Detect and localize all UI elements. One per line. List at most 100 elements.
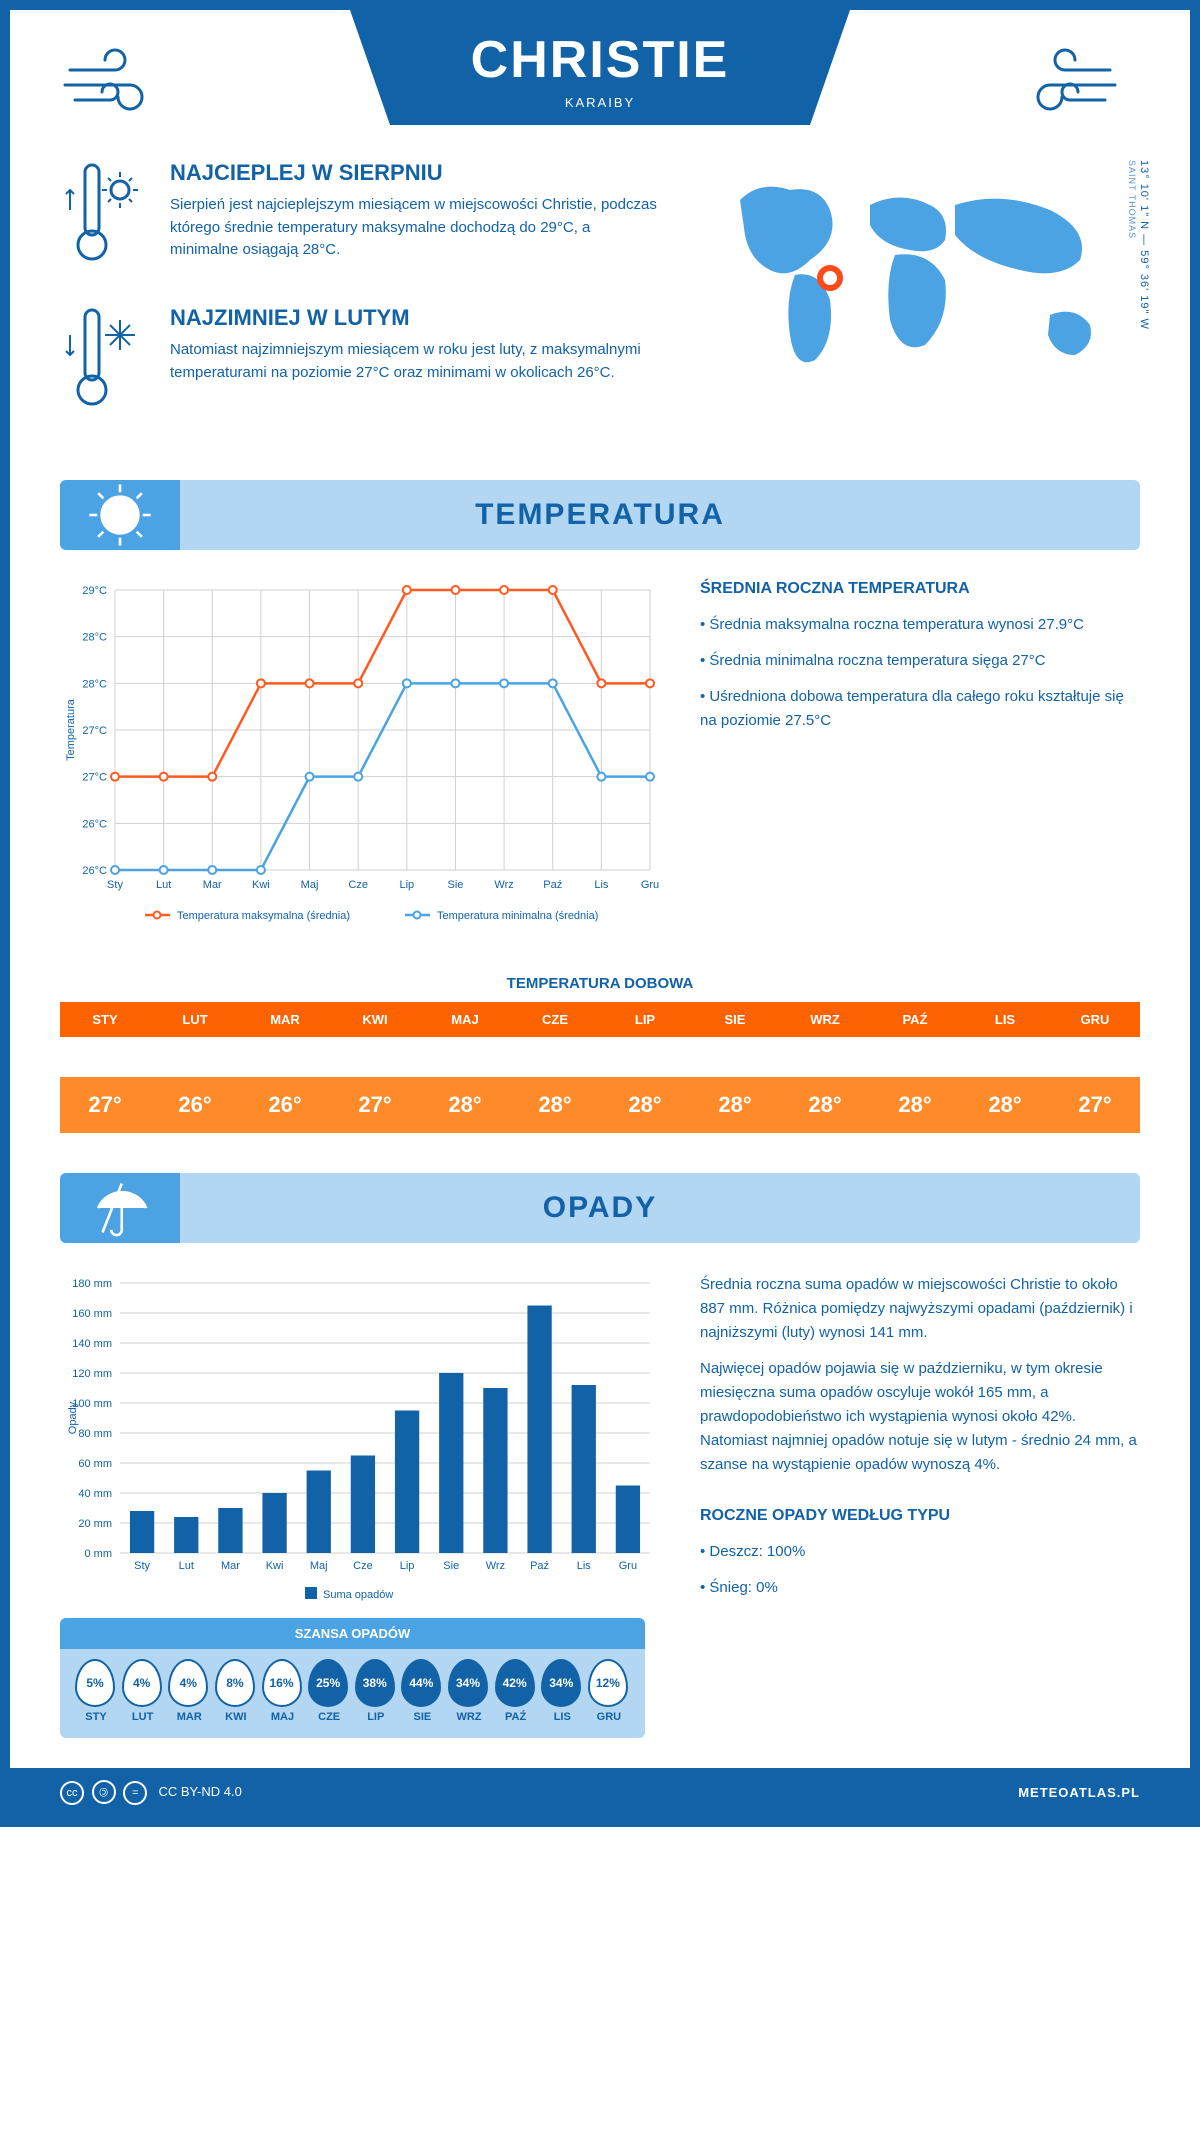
site-name: METEOATLAS.PL (1018, 1785, 1140, 1800)
temperature-line-chart: 26°C26°C27°C27°C28°C28°C29°CStyLutMarKwi… (60, 580, 660, 945)
wind-icon-right (1020, 10, 1140, 130)
daily-temp-value: 28° (960, 1077, 1050, 1133)
svg-text:27°C: 27°C (82, 725, 107, 737)
month-header: SIE (690, 1002, 780, 1037)
license: cc 🄯 = CC BY-ND 4.0 (60, 1780, 242, 1805)
svg-text:140 mm: 140 mm (72, 1338, 112, 1350)
header: CHRISTIE KARAIBY (10, 10, 1190, 160)
footer: cc 🄯 = CC BY-ND 4.0 METEOATLAS.PL (10, 1768, 1190, 1817)
svg-text:28°C: 28°C (82, 678, 107, 690)
fact-coldest-title: NAJZIMNIEJ W LUTYM (170, 305, 660, 331)
fact-warmest: NAJCIEPLEJ W SIERPNIU Sierpień jest najc… (60, 160, 660, 275)
rain-chance-drop: 44%SIE (401, 1659, 443, 1723)
rain-chance-drop: 34%LIS (541, 1659, 583, 1723)
month-header: PAŹ (870, 1002, 960, 1037)
svg-text:Sie: Sie (443, 1560, 459, 1572)
daily-temp-value: 27° (1050, 1077, 1140, 1133)
svg-text:Lis: Lis (577, 1560, 592, 1572)
svg-text:40 mm: 40 mm (78, 1488, 112, 1500)
page-title: CHRISTIE (430, 30, 770, 90)
coordinates: 13° 10' 1" N — 59° 36' 19" W SAINT THOMA… (1126, 160, 1150, 330)
svg-text:Temperatura maksymalna (średni: Temperatura maksymalna (średnia) (177, 910, 350, 922)
svg-text:Mar: Mar (203, 879, 222, 891)
rain-chance-drop: 34%WRZ (448, 1659, 490, 1723)
cc-icon: cc (60, 1781, 84, 1805)
daily-temp-value: 27° (60, 1077, 150, 1133)
daily-temp-value: 28° (690, 1077, 780, 1133)
rain-chance-drop: 42%PAŹ (495, 1659, 537, 1723)
intro-row: NAJCIEPLEJ W SIERPNIU Sierpień jest najc… (10, 160, 1190, 480)
thermometer-cold-icon (60, 305, 150, 420)
svg-text:Maj: Maj (301, 879, 319, 891)
svg-text:Temperatura minimalna (średnia: Temperatura minimalna (średnia) (437, 910, 598, 922)
rain-chance-drop: 4%LUT (122, 1659, 164, 1723)
daily-temp-value: 26° (240, 1077, 330, 1133)
daily-temp-header-row: STYLUTMARKWIMAJCZELIPSIEWRZPAŹLISGRU (60, 1002, 1140, 1037)
svg-text:27°C: 27°C (82, 772, 107, 784)
month-header: KWI (330, 1002, 420, 1037)
precip-p1: Średnia roczna suma opadów w miejscowośc… (700, 1273, 1140, 1345)
daily-temp-value: 28° (420, 1077, 510, 1133)
month-header: STY (60, 1002, 150, 1037)
precip-type-heading: ROCZNE OPADY WEDŁUG TYPU (700, 1507, 1140, 1525)
svg-text:Sty: Sty (107, 879, 123, 891)
temp-bullet: Średnia minimalna roczna temperatura się… (700, 649, 1140, 673)
month-header: LIP (600, 1002, 690, 1037)
precip-bar-chart: 0 mm20 mm40 mm60 mm80 mm100 mm120 mm140 … (60, 1273, 660, 1618)
month-header: WRZ (780, 1002, 870, 1037)
svg-text:160 mm: 160 mm (72, 1308, 112, 1320)
svg-text:60 mm: 60 mm (78, 1458, 112, 1470)
temp-summary-heading: ŚREDNIA ROCZNA TEMPERATURA (700, 580, 1140, 598)
by-icon: 🄯 (92, 1780, 116, 1804)
daily-temp-value: 26° (150, 1077, 240, 1133)
svg-text:Gru: Gru (619, 1560, 637, 1572)
temp-bullet: Średnia maksymalna roczna temperatura wy… (700, 613, 1140, 637)
month-header: CZE (510, 1002, 600, 1037)
rain-chance-drop: 25%CZE (308, 1659, 350, 1723)
svg-text:26°C: 26°C (82, 865, 107, 877)
fact-coldest-text: Natomiast najzimniejszym miesiącem w rok… (170, 339, 660, 384)
thermometer-hot-icon (60, 160, 150, 275)
daily-temp-value: 28° (780, 1077, 870, 1133)
nd-icon: = (123, 1781, 147, 1805)
fact-coldest: NAJZIMNIEJ W LUTYM Natomiast najzimniejs… (60, 305, 660, 420)
svg-text:Lut: Lut (156, 879, 171, 891)
svg-text:Wrz: Wrz (494, 879, 513, 891)
section-banner-temperature: TEMPERATURA (60, 480, 1140, 550)
precip-type-item: Śnieg: 0% (700, 1576, 1140, 1600)
umbrella-icon (60, 1173, 180, 1243)
rain-chance-drop: 4%MAR (168, 1659, 210, 1723)
temperature-summary: ŚREDNIA ROCZNA TEMPERATURA Średnia maksy… (700, 580, 1140, 945)
svg-text:120 mm: 120 mm (72, 1368, 112, 1380)
svg-text:Cze: Cze (348, 879, 368, 891)
rain-chance-drop: 8%KWI (215, 1659, 257, 1723)
svg-text:28°C: 28°C (82, 632, 107, 644)
svg-text:Maj: Maj (310, 1560, 328, 1572)
sun-icon (60, 480, 180, 550)
svg-text:20 mm: 20 mm (78, 1518, 112, 1530)
svg-text:Sty: Sty (134, 1560, 150, 1572)
rain-chance-drop: 12%GRU (588, 1659, 630, 1723)
precip-summary: Średnia roczna suma opadów w miejscowośc… (700, 1273, 1140, 1738)
svg-text:Gru: Gru (641, 879, 659, 891)
svg-text:Cze: Cze (353, 1560, 373, 1572)
svg-text:Lip: Lip (400, 1560, 415, 1572)
svg-text:180 mm: 180 mm (72, 1278, 112, 1290)
daily-temp-value-row: 27°26°26°27°28°28°28°28°28°28°28°27° (60, 1077, 1140, 1133)
rain-chance-drop: 38%LIP (355, 1659, 397, 1723)
svg-text:Temperatura: Temperatura (65, 698, 77, 761)
svg-text:Kwi: Kwi (266, 1560, 284, 1572)
svg-text:Mar: Mar (221, 1560, 240, 1572)
daily-temp-value: 28° (870, 1077, 960, 1133)
month-header: MAR (240, 1002, 330, 1037)
temp-bullet: Uśredniona dobowa temperatura dla całego… (700, 685, 1140, 733)
svg-text:Wrz: Wrz (486, 1560, 505, 1572)
daily-temp-value: 28° (510, 1077, 600, 1133)
precip-type-item: Deszcz: 100% (700, 1540, 1140, 1564)
svg-text:Lis: Lis (594, 879, 609, 891)
world-map: 13° 10' 1" N — 59° 36' 19" W SAINT THOMA… (700, 160, 1140, 450)
fact-warmest-title: NAJCIEPLEJ W SIERPNIU (170, 160, 660, 186)
svg-text:Kwi: Kwi (252, 879, 270, 891)
precip-p2: Najwięcej opadów pojawia się w październ… (700, 1357, 1140, 1477)
svg-text:Sie: Sie (448, 879, 464, 891)
